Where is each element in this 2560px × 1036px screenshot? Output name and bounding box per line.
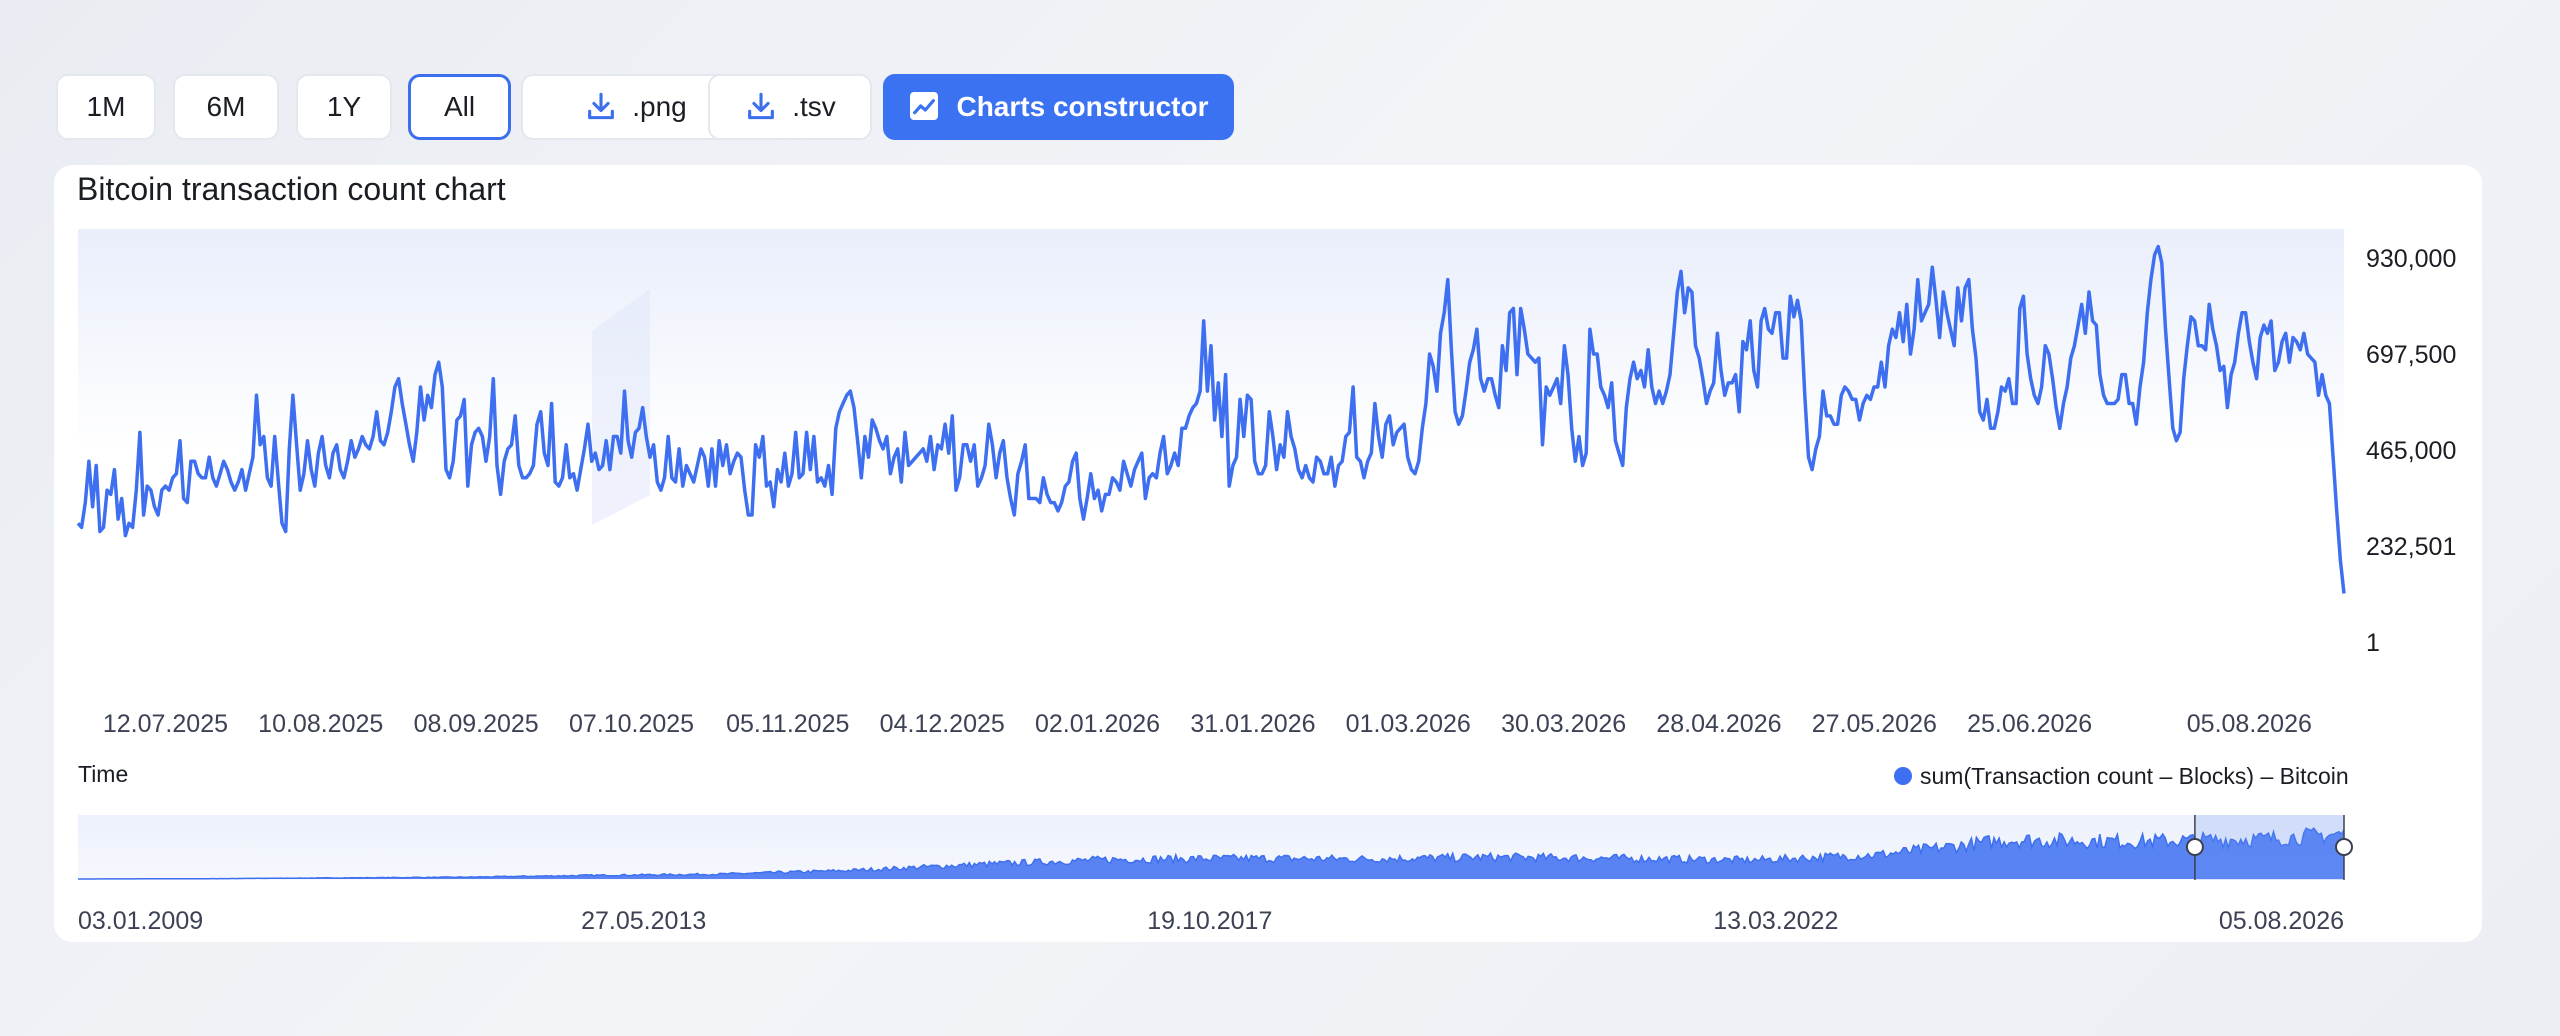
navigator-tick-label: 27.05.2013	[581, 907, 706, 935]
y-axis: 930,000 697,500 465,000 232,501 1	[2366, 245, 2456, 657]
navigator-left-handle[interactable]	[2187, 839, 2203, 855]
navigator-tick-label: 19.10.2017	[1147, 907, 1272, 935]
download-png-label: .png	[632, 91, 687, 123]
chart-card: Bitcoin transaction count chart 930,000 6…	[54, 165, 2482, 942]
legend-label: sum(Transaction count – Blocks) – Bitcoi…	[1920, 763, 2349, 789]
x-tick-label: 05.11.2025	[726, 710, 849, 738]
range-1m-label: 1M	[87, 91, 126, 123]
charts-constructor-button[interactable]: Charts constructor	[883, 74, 1234, 140]
x-tick-label: 10.08.2025	[258, 710, 383, 738]
y-tick-label: 930,000	[2366, 245, 2456, 273]
navigator-tick-label: 05.08.2026	[2219, 907, 2344, 935]
y-tick-label: 465,000	[2366, 437, 2456, 465]
x-tick-label: 27.05.2026	[1812, 710, 1937, 738]
x-tick-label: 30.03.2026	[1501, 710, 1626, 738]
legend-marker	[1894, 767, 1912, 785]
x-tick-label: 01.03.2026	[1346, 710, 1471, 738]
x-tick-label: 05.08.2026	[2187, 710, 2312, 738]
range-6m-button[interactable]: 6M	[173, 74, 279, 140]
chart-svg: 930,000 697,500 465,000 232,501 1 12.07.2025…	[54, 165, 2482, 942]
y-tick-label: 697,500	[2366, 341, 2456, 369]
x-axis-label: Time	[78, 761, 128, 787]
navigator-selection[interactable]	[2187, 815, 2352, 880]
x-axis: 12.07.2025 10.08.2025 08.09.2025 07.10.2025…	[103, 710, 2312, 738]
download-icon	[744, 90, 778, 124]
y-tick-label: 232,501	[2366, 533, 2456, 561]
range-all-label: All	[444, 91, 475, 123]
x-tick-label: 08.09.2025	[414, 710, 539, 738]
range-1y-button[interactable]: 1Y	[296, 74, 392, 140]
range-6m-label: 6M	[207, 91, 246, 123]
navigator-tick-label: 03.01.2009	[78, 907, 203, 935]
download-tsv-label: .tsv	[792, 91, 836, 123]
range-1y-label: 1Y	[327, 91, 361, 123]
x-tick-label: 04.12.2025	[880, 710, 1005, 738]
legend[interactable]: sum(Transaction count – Blocks) – Bitcoi…	[1894, 763, 2349, 789]
x-tick-label: 07.10.2025	[569, 710, 694, 738]
x-tick-label: 12.07.2025	[103, 710, 228, 738]
range-all-button[interactable]: All	[408, 74, 511, 140]
navigator-axis: 03.01.2009 27.05.2013 19.10.2017 13.03.2022…	[78, 907, 2344, 935]
navigator-tick-label: 13.03.2022	[1713, 907, 1838, 935]
x-tick-label: 25.06.2026	[1967, 710, 2092, 738]
x-tick-label: 02.01.2026	[1035, 710, 1160, 738]
charts-constructor-label: Charts constructor	[956, 91, 1208, 123]
chart-line-icon	[908, 90, 942, 124]
y-tick-label: 1	[2366, 629, 2380, 657]
navigator-selection-window[interactable]	[2195, 815, 2344, 880]
x-tick-label: 31.01.2026	[1190, 710, 1315, 738]
range-1m-button[interactable]: 1M	[56, 74, 156, 140]
navigator-right-handle[interactable]	[2336, 839, 2352, 855]
download-icon	[584, 90, 618, 124]
download-tsv-button[interactable]: .tsv	[708, 74, 872, 140]
x-tick-label: 28.04.2026	[1656, 710, 1781, 738]
